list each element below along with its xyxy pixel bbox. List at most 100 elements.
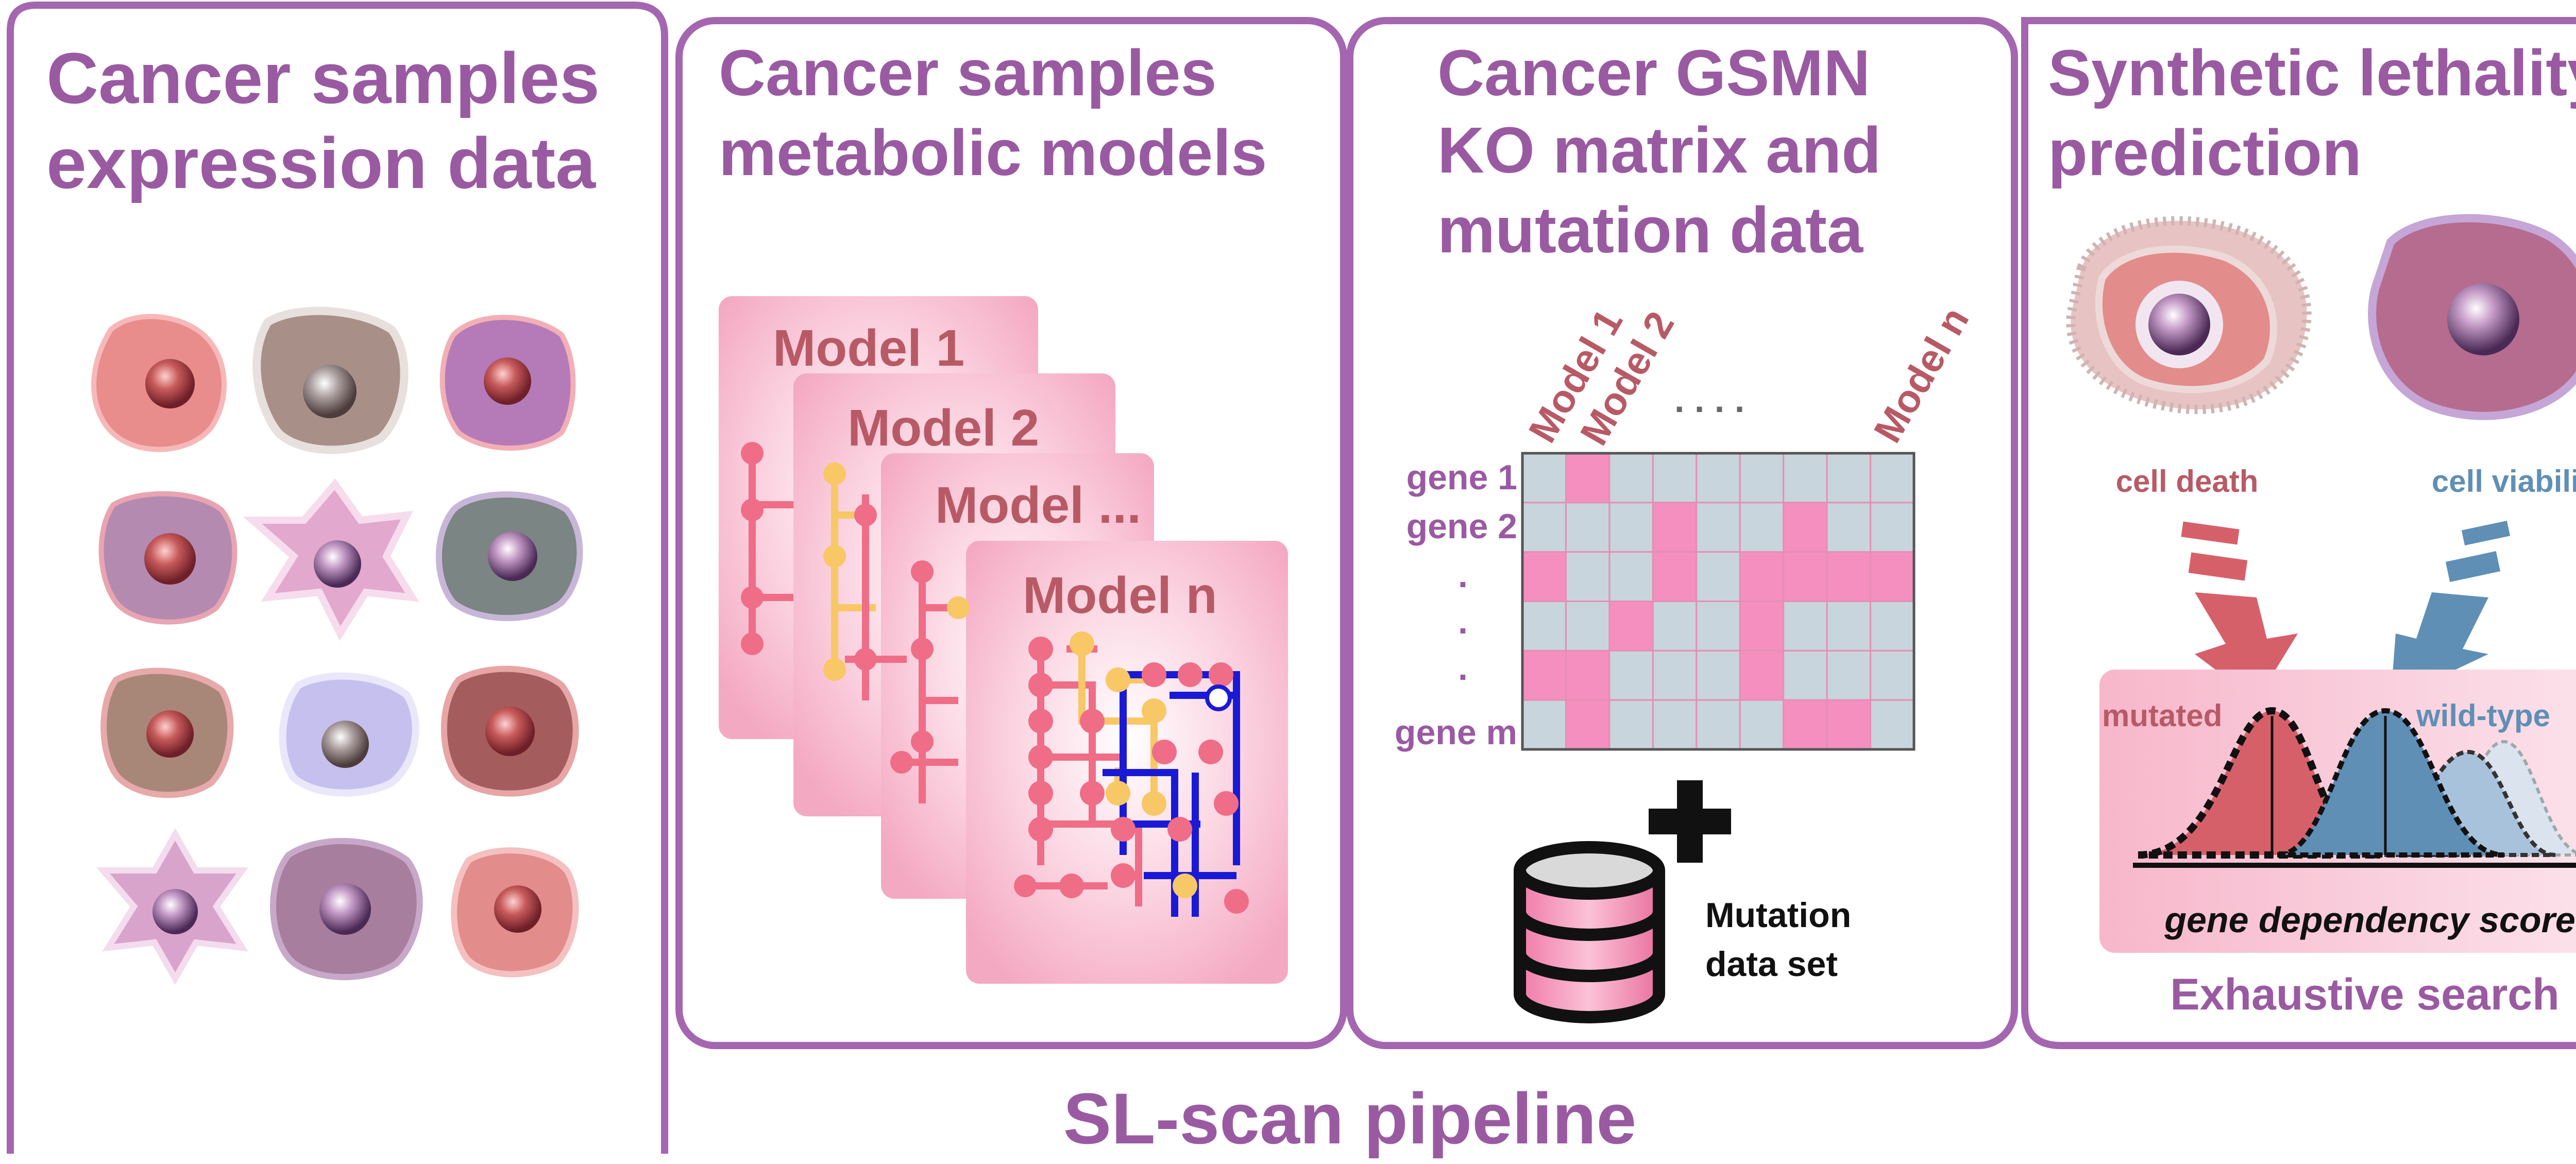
matrix-frame <box>1521 452 1916 751</box>
matrix-cell <box>1521 502 1567 553</box>
matrix-row-label-1: gene 1 <box>1406 458 1517 497</box>
panel-3-title-line-3: mutation data <box>1437 194 1863 266</box>
matrix-cell <box>1739 502 1785 553</box>
matrix-row-label-dot-1: . <box>1458 556 1468 595</box>
matrix-row-label-m: gene m <box>1395 713 1517 752</box>
matrix-cell <box>1608 551 1654 602</box>
panel-1-border <box>7 2 668 1154</box>
panel-4-title-line-1: Synthetic lethality <box>2048 37 2576 109</box>
exhaustive-search-label: Exhaustive search <box>2170 970 2559 1019</box>
matrix-cell <box>1608 649 1654 701</box>
matrix-cell <box>1696 649 1741 701</box>
matrix-cell <box>1652 699 1698 750</box>
wild-type-label: wild-type <box>2416 698 2550 733</box>
matrix-cell <box>1565 649 1611 701</box>
matrix-row-label-dot-3: . <box>1458 648 1468 688</box>
panel-4-title-line-2: prediction <box>2048 116 2362 189</box>
matrix-cell <box>1521 649 1567 701</box>
matrix-cell <box>1870 699 1915 750</box>
cell-nucleus <box>152 889 198 934</box>
pipeline-title: SL-scan pipeline <box>1063 1078 1636 1159</box>
panel-1-title-line-2: expression data <box>46 123 596 203</box>
panel-4-border <box>2021 17 2576 1049</box>
matrix-cell <box>1739 699 1785 750</box>
panel-2-border <box>675 17 1347 1049</box>
matrix-cell <box>1565 699 1611 750</box>
matrix-cell <box>1870 601 1915 652</box>
metabolic-network <box>1014 631 1249 917</box>
matrix-cell <box>1652 601 1698 652</box>
matrix-cell <box>1870 502 1915 553</box>
matrix-cell <box>1826 452 1872 504</box>
mutation-label-line-2: data set <box>1705 945 1838 984</box>
cell-nucleus <box>314 540 361 588</box>
viable-cell <box>2368 214 2576 420</box>
database-icon <box>1514 841 1665 1023</box>
panel-3-title-line-1: Cancer GSMN <box>1437 37 1870 109</box>
matrix-cells <box>1521 452 1915 750</box>
matrix-cell <box>1652 551 1698 602</box>
matrix-cell <box>1826 699 1872 750</box>
model-card-2-label: Model 2 <box>848 399 1039 457</box>
ko-matrix: Model 1 Model 2 . . . . Model n gene 1 g… <box>1395 300 1977 752</box>
matrix-cell <box>1783 551 1828 602</box>
model-card-3-label: Model ... <box>935 476 1141 534</box>
matrix-row-label-2: gene 2 <box>1406 507 1517 546</box>
matrix-cell <box>1783 502 1828 553</box>
matrix-cell <box>1696 551 1741 602</box>
wild-type-distribution <box>2277 708 2504 858</box>
matrix-cell <box>1652 649 1698 701</box>
cell-nucleus <box>484 357 531 405</box>
matrix-cell <box>1696 452 1741 504</box>
matrix-cell <box>1565 551 1611 602</box>
panel-3-border <box>1346 17 2018 1049</box>
cell-nucleus <box>319 883 371 935</box>
matrix-cell <box>1739 452 1785 504</box>
matrix-cell <box>1783 699 1828 750</box>
matrix-row-label-dot-2: . <box>1458 602 1468 641</box>
matrix-cell <box>1739 551 1785 602</box>
matrix-cell <box>1783 601 1828 652</box>
matrix-cell <box>1783 452 1828 504</box>
metabolic-network-partial <box>741 442 970 803</box>
distribution-curves <box>2133 707 2576 868</box>
model-card-4-label: Model n <box>1023 567 1217 624</box>
matrix-cell <box>1608 452 1654 504</box>
matrix-cell <box>1826 551 1872 602</box>
matrix-cell <box>1565 502 1611 553</box>
matrix-col-dots: . . . . <box>1674 380 1744 420</box>
cell-nucleus <box>488 532 537 581</box>
panel-2-title-line-2: metabolic models <box>719 116 1267 189</box>
distribution-axis-label: gene dependency score <box>2164 900 2575 940</box>
model-card-1-label: Model 1 <box>773 319 964 377</box>
cell-nucleus <box>321 721 369 768</box>
cell-nucleus <box>494 885 541 933</box>
matrix-cell <box>1826 649 1872 701</box>
matrix-cell <box>1565 452 1611 504</box>
matrix-cell <box>1870 649 1915 701</box>
mutation-label-line-1: Mutation <box>1705 896 1851 935</box>
matrix-cell <box>1739 649 1785 701</box>
dying-cell <box>2066 216 2312 414</box>
cell-viability-label: cell viability <box>2432 464 2576 499</box>
matrix-cell <box>1521 699 1567 750</box>
cell-nucleus <box>144 533 196 585</box>
cell-nucleus <box>145 359 195 408</box>
matrix-cell <box>1608 699 1654 750</box>
matrix-cell <box>1696 699 1741 750</box>
matrix-cell <box>1826 502 1872 553</box>
matrix-cell <box>1739 601 1785 652</box>
matrix-col-label-n: Model n <box>1866 300 1977 450</box>
matrix-cell <box>1696 502 1741 553</box>
panel-1-title-line-1: Cancer samples <box>46 38 600 118</box>
matrix-cell <box>1783 649 1828 701</box>
cell-nucleus <box>485 707 535 756</box>
plus-sign <box>1649 780 1731 863</box>
cell-grid <box>91 306 583 985</box>
matrix-cell <box>1608 601 1654 652</box>
matrix-cell <box>1652 452 1698 504</box>
matrix-cell <box>1870 452 1915 504</box>
matrix-cell <box>1826 601 1872 652</box>
matrix-cell <box>1521 601 1567 652</box>
